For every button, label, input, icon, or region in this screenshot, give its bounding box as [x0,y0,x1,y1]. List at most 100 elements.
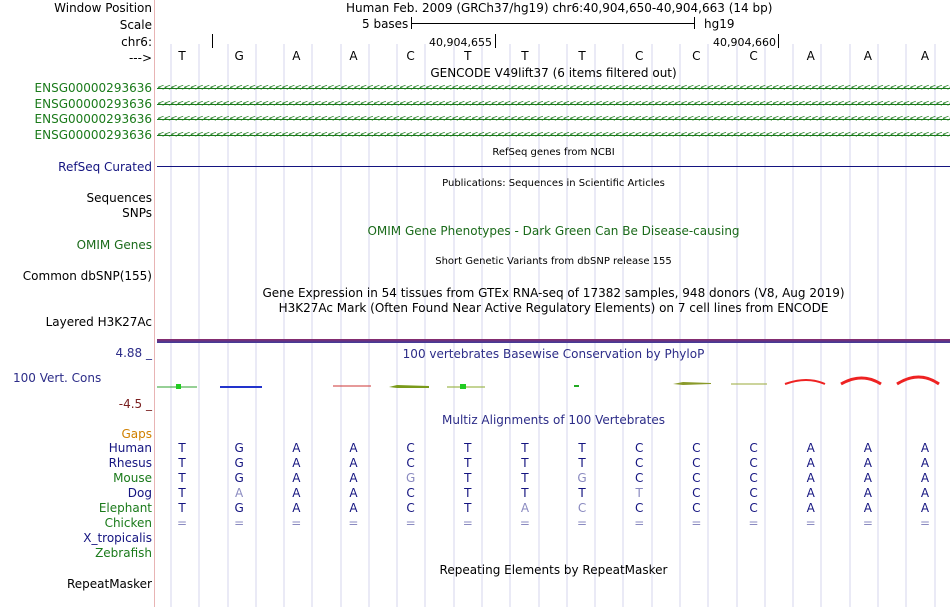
repeatmasker-label[interactable]: RepeatMasker [66,577,152,591]
gene-model[interactable]: <<<<<<<<<<<<<<<<<<<<<<<<<<<<<<<<<<<<<<<<… [157,130,950,140]
refseq-label[interactable]: RefSeq Curated [58,160,152,174]
alignment-base: A [349,471,358,485]
scale-bases: 5 bases [362,17,409,31]
alignment-base: T [578,456,586,470]
multiz-track-title[interactable]: Multiz Alignments of 100 Vertebrates [441,413,666,427]
sequence-base: C [406,49,415,63]
gene-model[interactable]: <<<<<<<<<<<<<<<<<<<<<<<<<<<<<<<<<<<<<<<<… [157,99,950,109]
phylop-bar [896,375,940,386]
alignment-base: = [405,516,416,530]
alignment-base: = [462,516,473,530]
alignment-base: C [749,501,758,515]
alignment-base: A [806,471,815,485]
alignment-base: A [292,441,301,455]
phylop-bar [673,382,711,385]
phylop-label[interactable]: 100 Vert. Cons [13,371,102,385]
gencode-item-label[interactable]: ENSG00000293636 [34,81,152,95]
sequence-base: A [920,49,930,63]
sequence-base: A [349,49,358,63]
alignment-base: C [692,486,701,500]
omim-track-title[interactable]: OMIM Gene Phenotypes - Dark Green Can Be… [367,224,740,238]
gencode-item-label[interactable]: ENSG00000293636 [34,112,152,126]
sequences-label[interactable]: Sequences [86,191,152,205]
h3k27ac-track-title[interactable]: H3K27Ac Mark (Often Found Near Active Re… [278,301,829,315]
gencode-track-title[interactable]: GENCODE V49lift37 (6 items filtered out) [430,66,677,80]
alignment-base: A [292,456,301,470]
coord-tick-1 [495,34,496,48]
species-label[interactable]: Mouse [113,471,152,485]
sequence-base: T [521,49,529,63]
alignment-base: C [692,471,701,485]
alignment-base: = [634,516,645,530]
gtex-track-title[interactable]: Gene Expression in 54 tissues from GTEx … [262,286,845,300]
phylop-track-title[interactable]: 100 vertebrates Basewise Conservation by… [402,347,705,361]
species-label[interactable]: Zebrafish [95,546,152,560]
gene-model[interactable]: <<<<<<<<<<<<<<<<<<<<<<<<<<<<<<<<<<<<<<<<… [157,83,950,93]
snps-label[interactable]: SNPs [122,206,152,220]
alignment-base: A [349,441,358,455]
refseq-gene-line[interactable] [157,166,950,167]
omim-label[interactable]: OMIM Genes [76,238,152,252]
alignment-base: T [178,471,186,485]
species-label[interactable]: Chicken [104,516,152,530]
alignment-base: G [405,471,416,485]
alignment-base: T [521,486,529,500]
repeatmasker-track-title[interactable]: Repeating Elements by RepeatMasker [439,563,668,577]
coord-tick-0 [212,34,213,48]
phylop-max-label: 4.88 _ [115,346,152,360]
sequence-base: C [635,49,644,63]
dbsnp-label[interactable]: Common dbSNP(155) [22,269,152,283]
alignment-base: = [176,516,188,530]
alignment-base: = [519,516,530,530]
gaps-label[interactable]: Gaps [121,427,152,441]
alignment-base: A [349,501,358,515]
alignment-base: C [406,486,415,500]
alignment-base: T [464,501,472,515]
species-label[interactable]: Dog [127,486,152,500]
alignment-base: A [863,471,872,485]
phylop-graph[interactable] [157,370,950,400]
species-label[interactable]: Human [108,441,152,455]
alignment-base: G [234,456,244,470]
alignment-base: C [692,456,701,470]
dbsnp-track-title[interactable]: Short Genetic Variants from dbSNP releas… [435,256,672,267]
alignment-base: T [578,441,586,455]
alignment-base: C [749,486,758,500]
species-label[interactable]: Rhesus [108,456,152,470]
alignment-base: G [234,501,244,515]
species-label[interactable]: X_tropicalis [83,531,152,545]
sequence-base: G [234,49,244,63]
phylop-bar [389,385,429,388]
alignment-base: A [920,501,930,515]
gencode-item-label[interactable]: ENSG00000293636 [34,128,152,142]
sequence-base: T [578,49,586,63]
alignment-base: T [521,441,529,455]
alignment-base: C [635,441,644,455]
window-position-value: Human Feb. 2009 (GRCh37/hg19) chr6:40,90… [346,1,773,15]
alignment-base: C [635,471,644,485]
alignment-base: A [292,501,301,515]
publications-track-title[interactable]: Publications: Sequences in Scientific Ar… [442,178,665,189]
alignment-base: A [235,486,244,500]
alignment-base: T [521,471,529,485]
alignment-base: T [178,441,186,455]
alignment-base: T [464,486,472,500]
gene-model[interactable]: <<<<<<<<<<<<<<<<<<<<<<<<<<<<<<<<<<<<<<<<… [157,114,950,124]
gencode-item-label[interactable]: ENSG00000293636 [34,97,152,111]
h3k27ac-label[interactable]: Layered H3K27Ac [45,315,152,329]
alignment-base: A [292,471,301,485]
alignment-base: = [348,516,359,530]
alignment-base: = [691,516,702,530]
alignment-base: C [406,456,415,470]
alignment-base: = [291,516,302,530]
alignment-base: G [234,441,244,455]
sequence-base: C [692,49,701,63]
refseq-track-title[interactable]: RefSeq genes from NCBI [492,147,615,158]
alignment-base: A [806,456,815,470]
scale-bar [411,23,695,24]
species-label[interactable]: Elephant [98,501,152,515]
alignment-base: A [520,501,530,515]
phylop-bar [784,379,826,385]
h3k27ac-signal[interactable] [157,339,950,343]
alignment-base: A [349,486,358,500]
